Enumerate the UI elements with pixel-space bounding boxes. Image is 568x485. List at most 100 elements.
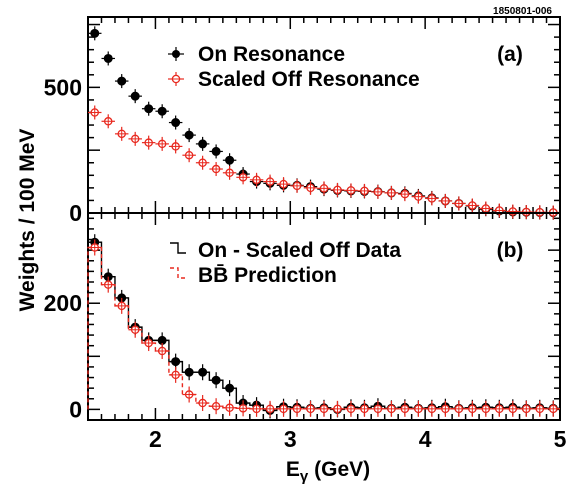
x-tick-label: 5 <box>554 426 567 452</box>
panel-a-series-1-point <box>398 187 412 202</box>
panel-a-series-1-point <box>236 170 250 185</box>
panel-a-series-1-point <box>182 148 196 163</box>
panel-a-series-1-point <box>195 155 210 170</box>
panel-b-series-1-point <box>88 239 102 256</box>
panel-a-tag: (a) <box>497 43 523 66</box>
panel-b-series-1-point <box>168 366 183 383</box>
panel-a-series-0-point <box>222 153 237 168</box>
panel-a-series-1-point <box>317 181 331 196</box>
panel-a-series-1-point <box>330 182 345 197</box>
panel-a-y-tick-label: 500 <box>44 74 82 100</box>
panel-a-series-1-point <box>344 183 358 198</box>
panel-a-series-1-point <box>411 189 426 204</box>
panel-b-series-1-point <box>438 400 453 417</box>
x-axis-label: Eγ (GeV) <box>286 458 370 485</box>
panel-b-series-1-point <box>330 400 345 417</box>
panel-a-legend-marker-1 <box>168 72 184 86</box>
panel-b-series-1-point <box>195 395 210 412</box>
x-tick-label: 2 <box>149 426 162 452</box>
panel-a-series-1-point <box>492 203 507 218</box>
panel-a-series-0-point <box>141 101 156 116</box>
panel-a-series-1-point <box>141 135 156 150</box>
panel-b-series-1-point <box>155 343 169 359</box>
panel-a-series-1-point <box>209 162 223 177</box>
panel-a-legend-label-0: On Resonance <box>198 43 345 66</box>
panel-a-series-0-point <box>168 115 183 130</box>
panel-b-series-0-point <box>222 380 237 397</box>
panel-b-series-1-point <box>141 335 156 352</box>
panel-a-series-1-point <box>88 105 102 120</box>
panel-a-legend-marker-0 <box>168 47 184 61</box>
panel-b-series-1-point <box>128 321 142 338</box>
panel-b-series-1-point <box>452 400 466 417</box>
panel-a-series-0-point <box>128 89 142 104</box>
panel-a-series-1-point <box>506 204 520 219</box>
panel-a-y-tick-label: 0 <box>69 200 82 226</box>
panel-a-series-1-point <box>290 178 304 193</box>
panel-b-series-1-point <box>209 398 223 415</box>
panel-a-series-1-point <box>384 185 399 200</box>
x-axis-label-main: E <box>286 458 300 481</box>
panel-b-y-tick-label: 200 <box>44 290 82 316</box>
panel-b-legend-marker-1 <box>170 267 186 279</box>
panel-a-series-1-point <box>425 191 439 206</box>
panel-a-series-1-point <box>452 196 466 211</box>
panel-b-series-1-point <box>290 400 304 417</box>
panel-b-series-1-point <box>546 400 560 417</box>
x-tick-label: 4 <box>419 426 432 452</box>
y-axis-label: Weights / 100 MeV <box>16 129 39 312</box>
panel-b-series-1-point <box>344 400 358 417</box>
panel-b-series-1-point <box>398 400 412 417</box>
panel-a-legend-label-1: Scaled Off Resonance <box>198 68 420 91</box>
panel-a-series-1-point <box>371 184 385 199</box>
panel-a-series-1-point <box>101 114 115 129</box>
panel-b-series-1-point <box>533 400 547 417</box>
panel-b-series-0-point <box>182 364 196 381</box>
panel-b-tag: (b) <box>497 239 524 262</box>
panel-b-series-1-point <box>182 386 196 403</box>
panel-a-series-0-point <box>88 26 102 41</box>
panel-a-series-1-point <box>249 172 264 187</box>
panel-a-series-1-point <box>263 174 277 189</box>
panel-b-y-tick-label: 0 <box>69 396 82 422</box>
x-axis-label-sub: γ <box>300 468 309 485</box>
panel-a-series-0-point <box>182 128 196 143</box>
panel-b-series-0-point <box>195 364 210 381</box>
panel-a-series-1-point <box>519 204 534 219</box>
panel-a-series-0-point <box>209 144 223 159</box>
panel-a-series-1-point <box>222 165 237 180</box>
panel-b-series-1-point <box>465 400 480 417</box>
panel-b-series-1-point <box>236 400 250 417</box>
panel-b-legend-marker-0 <box>170 242 186 254</box>
panel-b-legend-label-0: On - Scaled Off Data <box>198 239 401 262</box>
panel-a-series-1-point <box>276 177 291 192</box>
panel-a-series-1-point <box>465 198 480 213</box>
panel-b-series-1-point <box>492 400 507 417</box>
panel-b-series-1-point <box>479 400 493 417</box>
panel-b-series-0-point <box>209 372 223 389</box>
panel-a-series-1-point <box>114 126 129 141</box>
panel-b-series-1-point <box>303 400 318 417</box>
panel-b-series-1-point <box>276 400 291 417</box>
panel-b-series-1-point <box>101 276 115 293</box>
panel-a-series-1-point <box>438 193 453 208</box>
panel-a-series-0-point <box>101 51 115 66</box>
panel-b-series-1-point <box>425 400 439 417</box>
panel-b-series-1-point <box>249 400 264 417</box>
panel-a-series-1-point <box>357 183 372 198</box>
panel-a-series-1-point <box>168 139 183 154</box>
panel-b-series-0-point <box>155 332 169 349</box>
panel-b-legend-label-1: BB̄ Prediction <box>198 264 337 287</box>
panel-a-series-0-point <box>114 74 129 89</box>
panel-b-series-1-point <box>411 400 426 417</box>
panel-b-series-1-point <box>506 400 520 417</box>
panel-a-series-1-point <box>155 136 169 151</box>
panel-b-series-1-point <box>114 297 129 314</box>
x-tick-label: 3 <box>284 426 297 452</box>
panel-a-series-0-point <box>195 136 210 151</box>
panel-a-series-1-point <box>303 180 318 195</box>
figure-id: 1850801-006 <box>493 6 552 17</box>
